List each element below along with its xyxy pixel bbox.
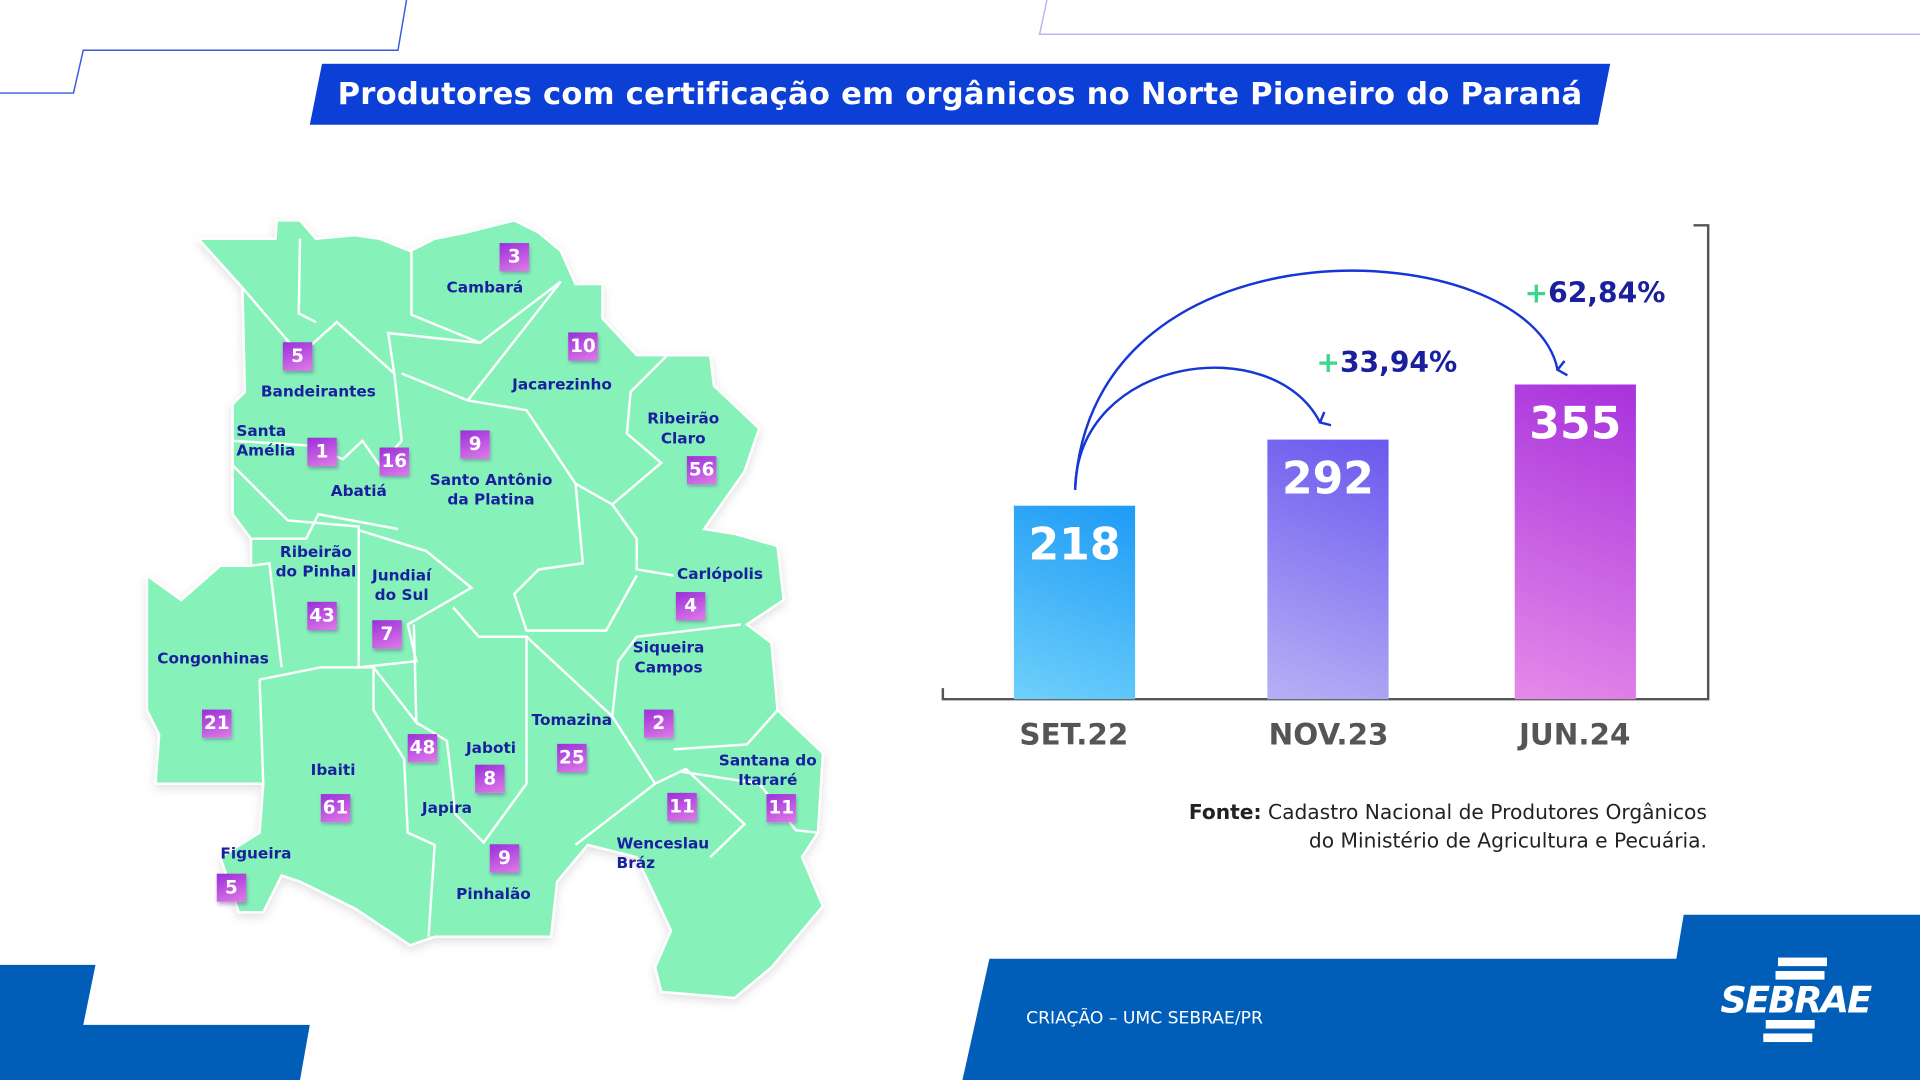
count-badge: 10 bbox=[568, 332, 598, 361]
map-label-tomazina: Tomazina bbox=[531, 710, 613, 729]
count-badge: 8 bbox=[475, 764, 505, 793]
map-label-jacarezinho: Jacarezinho bbox=[512, 374, 612, 394]
x-tick-label: NOV.23 bbox=[1268, 717, 1389, 752]
count-badge: 4 bbox=[675, 592, 706, 621]
source-note: Fonte: Cadastro Nacional de Produtores O… bbox=[1188, 800, 1707, 853]
count-badge: 21 bbox=[202, 709, 232, 738]
map-label-congonhinas: Congonhinas bbox=[157, 648, 269, 668]
bar-jun-24 bbox=[1514, 384, 1636, 700]
count-badge: 7 bbox=[372, 620, 402, 649]
count-badge: 16 bbox=[379, 447, 409, 476]
credit-text: CRIAÇÃO – UMC SEBRAE/PR bbox=[1026, 1008, 1263, 1029]
map-label-santa-amelia: Santa Amélia bbox=[236, 421, 296, 460]
count-badge: 56 bbox=[686, 456, 717, 485]
count-badge: 48 bbox=[407, 734, 438, 763]
count-badge: 3 bbox=[499, 243, 529, 272]
map-label-bandeirantes: Bandeirantes bbox=[260, 382, 376, 401]
map-outline bbox=[145, 219, 825, 1000]
sebrae-logo: SEBRAE bbox=[1720, 957, 1872, 1043]
count-badge: 9 bbox=[489, 844, 520, 873]
bar-value-label: 218 bbox=[1028, 520, 1121, 571]
map-label-pinhalao: Pinhalão bbox=[456, 884, 531, 903]
bar-value-label: 292 bbox=[1281, 454, 1374, 505]
map-label-cambara: Cambará bbox=[446, 277, 524, 297]
bar-set-22 bbox=[1013, 505, 1136, 700]
map-label-ribeirao-do-pinhal: Ribeirão do Pinhal bbox=[275, 542, 357, 581]
bar-nov-23 bbox=[1267, 440, 1389, 700]
count-badge: 11 bbox=[766, 794, 796, 823]
footer-shape-left bbox=[0, 964, 310, 1080]
growth-label-nov23: +33,94% bbox=[1316, 347, 1458, 380]
map-label-japira: Japira bbox=[421, 798, 472, 817]
footer-shape-right bbox=[962, 914, 1920, 1080]
map-label-wenceslau-braz: Wenceslau Bráz bbox=[616, 833, 710, 872]
count-badge: 11 bbox=[667, 792, 697, 822]
map-label-jundiai-do-sul: Jundiaí do Sul bbox=[371, 565, 432, 604]
axis-line bbox=[941, 224, 1710, 701]
count-badge: 2 bbox=[644, 709, 674, 738]
title-banner bbox=[310, 64, 1610, 125]
map-label-siqueira-campos: Siqueira Campos bbox=[632, 637, 705, 676]
growth-arrow-nov23 bbox=[1073, 366, 1332, 490]
x-tick-label: SET.22 bbox=[1019, 717, 1129, 752]
count-badge: 1 bbox=[307, 437, 337, 466]
map-label-ribeirao-claro: Ribeirão Claro bbox=[647, 408, 720, 447]
map-label-abatia: Abatiá bbox=[330, 481, 387, 500]
bar-value-label: 355 bbox=[1529, 398, 1622, 450]
page-title: Produtores com certificação em orgânicos… bbox=[337, 75, 1583, 112]
map-label-carlopolis: Carlópolis bbox=[677, 564, 763, 583]
count-badge: 5 bbox=[216, 873, 247, 902]
count-badge: 61 bbox=[320, 794, 351, 823]
count-badge: 25 bbox=[557, 743, 587, 773]
svg-text:SEBRAE: SEBRAE bbox=[1720, 979, 1872, 1022]
map-label-figueira: Figueira bbox=[220, 843, 292, 863]
map-label-jaboti: Jaboti bbox=[465, 738, 517, 757]
map-label-santo-antonio-da-platina: Santo Antônio da Platina bbox=[429, 470, 553, 509]
growth-arrow-jun24 bbox=[1073, 269, 1569, 490]
count-badge: 43 bbox=[307, 601, 337, 631]
count-badge: 5 bbox=[282, 342, 313, 371]
map-label-santana-do-itarare: Santana do Itararé bbox=[718, 750, 817, 789]
count-badge: 9 bbox=[460, 430, 490, 459]
x-tick-label: JUN.24 bbox=[1518, 717, 1631, 752]
growth-label-jun24: +62,84% bbox=[1524, 277, 1666, 310]
map-label-ibaiti: Ibaiti bbox=[310, 760, 356, 779]
